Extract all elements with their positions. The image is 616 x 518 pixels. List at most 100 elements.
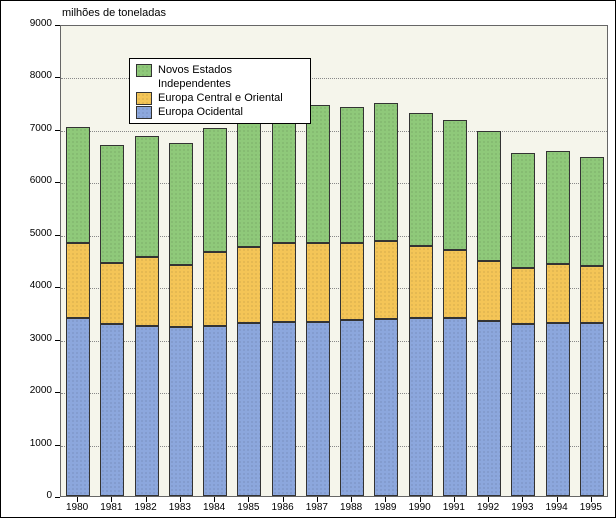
bar-group xyxy=(135,136,159,496)
bar-segment-europa_central_oriental xyxy=(511,268,535,324)
bar-group xyxy=(66,127,90,496)
bar-segment-europa_central_oriental xyxy=(169,265,193,327)
bar-segment-novos_estados xyxy=(340,107,364,242)
y-axis-label: 0 xyxy=(1,490,52,501)
legend-label: Europa Ocidental xyxy=(158,105,243,119)
bar-segment-europa_ocidental xyxy=(272,322,296,496)
bar-segment-novos_estados xyxy=(443,120,467,250)
bar-segment-europa_central_oriental xyxy=(477,261,501,322)
bar-group xyxy=(306,105,330,496)
y-axis-label: 4000 xyxy=(1,280,52,291)
plot-area: Novos Estados IndependentesEuropa Centra… xyxy=(60,25,608,497)
x-axis-label: 1986 xyxy=(272,502,294,513)
legend-item: Novos Estados Independentes xyxy=(136,63,304,91)
bar-segment-europa_central_oriental xyxy=(580,266,604,323)
y-tick xyxy=(55,497,60,498)
bar-segment-europa_central_oriental xyxy=(66,243,90,317)
legend-swatch xyxy=(136,64,152,77)
y-axis-label: 1000 xyxy=(1,438,52,449)
bar-segment-europa_ocidental xyxy=(443,318,467,496)
bar-segment-europa_ocidental xyxy=(546,323,570,496)
bar-segment-novos_estados xyxy=(306,105,330,243)
bar-segment-europa_ocidental xyxy=(374,319,398,496)
bar-segment-europa_ocidental xyxy=(66,318,90,496)
x-axis-label: 1987 xyxy=(306,502,328,513)
bar-group xyxy=(272,116,296,496)
legend-label: Europa Central e Oriental xyxy=(158,91,283,105)
bar-segment-novos_estados xyxy=(135,136,159,257)
legend-swatch xyxy=(136,106,152,119)
bar-segment-europa_ocidental xyxy=(100,324,124,496)
bar-segment-europa_central_oriental xyxy=(340,243,364,321)
bar-segment-europa_central_oriental xyxy=(135,257,159,326)
bar-segment-novos_estados xyxy=(169,143,193,265)
bar-segment-europa_ocidental xyxy=(135,326,159,496)
bar-segment-europa_central_oriental xyxy=(409,246,433,317)
y-tick xyxy=(55,392,60,393)
bar-segment-novos_estados xyxy=(580,157,604,266)
bar-segment-novos_estados xyxy=(203,128,227,252)
bar-group xyxy=(477,131,501,496)
x-axis-label: 1994 xyxy=(546,502,568,513)
x-axis-label: 1989 xyxy=(374,502,396,513)
x-axis-label: 1980 xyxy=(66,502,88,513)
gridline xyxy=(61,131,607,132)
bar-segment-europa_ocidental xyxy=(306,322,330,496)
y-tick xyxy=(55,287,60,288)
bar-segment-europa_central_oriental xyxy=(306,243,330,322)
y-axis-label: 6000 xyxy=(1,175,52,186)
bar-segment-novos_estados xyxy=(237,120,261,247)
y-axis-label: 5000 xyxy=(1,228,52,239)
y-axis-label: 3000 xyxy=(1,333,52,344)
bar-segment-europa_ocidental xyxy=(511,324,535,496)
bar-segment-europa_central_oriental xyxy=(237,247,261,323)
bar-segment-novos_estados xyxy=(100,145,124,264)
bar-group xyxy=(203,128,227,496)
x-axis-label: 1984 xyxy=(203,502,225,513)
bar-group xyxy=(100,145,124,496)
x-axis-label: 1983 xyxy=(169,502,191,513)
bar-segment-europa_ocidental xyxy=(409,318,433,496)
legend-label: Novos Estados Independentes xyxy=(158,63,232,91)
bar-segment-novos_estados xyxy=(374,103,398,241)
y-tick xyxy=(55,182,60,183)
bar-segment-europa_central_oriental xyxy=(443,250,467,318)
bar-segment-europa_central_oriental xyxy=(374,241,398,319)
x-axis-label: 1985 xyxy=(237,502,259,513)
bar-group xyxy=(511,153,535,497)
bar-segment-novos_estados xyxy=(477,131,501,261)
bar-group xyxy=(340,107,364,496)
bar-segment-europa_central_oriental xyxy=(100,263,124,324)
x-axis-label: 1988 xyxy=(340,502,362,513)
legend-item: Europa Ocidental xyxy=(136,105,304,119)
x-axis-label: 1992 xyxy=(477,502,499,513)
bar-segment-europa_central_oriental xyxy=(272,243,296,322)
bar-group xyxy=(580,157,604,496)
bar-segment-novos_estados xyxy=(511,153,535,268)
bar-group xyxy=(546,151,570,496)
bar-group xyxy=(374,103,398,496)
y-axis-label: 9000 xyxy=(1,18,52,29)
bar-segment-europa_central_oriental xyxy=(203,252,227,326)
bar-group xyxy=(443,120,467,496)
y-axis-label: 8000 xyxy=(1,70,52,81)
y-axis-label: 2000 xyxy=(1,385,52,396)
x-axis-label: 1981 xyxy=(100,502,122,513)
x-axis-label: 1982 xyxy=(135,502,157,513)
bar-segment-europa_ocidental xyxy=(580,323,604,496)
legend-swatch xyxy=(136,92,152,105)
bar-group xyxy=(409,113,433,496)
bar-segment-europa_ocidental xyxy=(237,323,261,496)
y-tick xyxy=(55,77,60,78)
y-tick xyxy=(55,235,60,236)
x-axis-label: 1995 xyxy=(580,502,602,513)
y-tick xyxy=(55,445,60,446)
x-axis-label: 1990 xyxy=(409,502,431,513)
bar-segment-novos_estados xyxy=(409,113,433,247)
bar-segment-novos_estados xyxy=(272,116,296,243)
legend-item: Europa Central e Oriental xyxy=(136,91,304,105)
bar-segment-europa_ocidental xyxy=(203,326,227,496)
chart-title: milhões de toneladas xyxy=(62,7,166,19)
bar-segment-europa_ocidental xyxy=(169,327,193,496)
x-axis-label: 1991 xyxy=(443,502,465,513)
